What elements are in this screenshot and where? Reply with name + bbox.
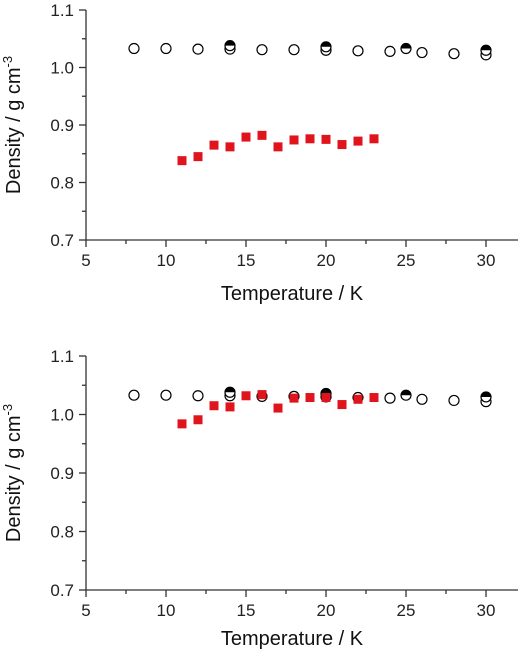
half-filled-circle-point [480, 391, 492, 403]
filled-square-point [369, 393, 379, 403]
x-tick-label: 30 [477, 251, 496, 270]
open-circle-point [448, 394, 460, 407]
x-axis-title: Temperature / K [221, 628, 364, 650]
half-filled-circle-point [320, 41, 332, 53]
y-tick-label: 0.9 [50, 464, 74, 483]
y-axis-title: Density / g cm-3 [0, 56, 25, 194]
filled-square-point [353, 136, 363, 146]
filled-square-point [305, 134, 315, 144]
filled-square-point [177, 156, 187, 166]
filled-square-point [177, 419, 187, 429]
half-circle-fill [401, 43, 411, 49]
half-circle-fill [225, 40, 235, 46]
filled-square-point [337, 140, 347, 150]
filled-square-point [257, 130, 267, 140]
filled-square-point [305, 393, 315, 403]
x-tick-label: 25 [397, 251, 416, 270]
filled-square-point [273, 142, 283, 152]
filled-square-point [209, 401, 219, 411]
y-tick-label: 0.7 [50, 231, 74, 250]
open-circle-point [160, 42, 172, 55]
open-circle-point [160, 389, 172, 401]
y-tick-label: 1.0 [50, 406, 74, 425]
filled-square-point [209, 140, 219, 150]
x-tick-label: 30 [477, 601, 496, 620]
open-circle-point [192, 43, 204, 55]
open-circle-point [448, 48, 460, 60]
half-circle-fill [321, 41, 331, 47]
y-tick-label: 0.7 [50, 581, 74, 600]
open-circle-point [128, 42, 140, 55]
filled-square-point [241, 391, 251, 401]
half-filled-circle-point [400, 42, 412, 55]
y-axis-title-main: Density / g cm [3, 67, 25, 194]
half-filled-circle-point [224, 386, 236, 398]
chart-panel-top: 5 10 15 20 25 30 0.7 0.8 0.9 1.0 1.1 Temperature / … [0, 1, 518, 305]
x-tick-label: 20 [317, 251, 336, 270]
y-tick-label: 0.8 [50, 174, 74, 193]
open-circle-point [416, 393, 428, 405]
x-tick-label: 15 [237, 601, 256, 620]
x-tick-label: 15 [237, 251, 256, 270]
y-tick-label: 1.0 [50, 59, 74, 78]
y-tick-label: 0.8 [50, 523, 74, 542]
filled-square-point [289, 135, 299, 145]
open-circle-point [256, 44, 268, 56]
x-tick-label: 5 [81, 601, 90, 620]
x-tick-label: 20 [317, 601, 336, 620]
y-axis-title-superscript: -3 [0, 56, 15, 68]
y-tick-label: 1.1 [50, 347, 74, 366]
series-filled-square [177, 130, 379, 166]
series-filled-square [177, 390, 379, 429]
x-tick-label: 10 [157, 601, 176, 620]
y-axis-title-superscript: -3 [0, 404, 15, 416]
half-filled-circle-point [480, 44, 492, 56]
filled-square-point [369, 134, 379, 144]
half-circle-fill [481, 45, 491, 51]
half-circle-fill [481, 391, 491, 397]
filled-square-point [273, 403, 283, 413]
open-circle-point [352, 45, 364, 57]
filled-square-point [321, 134, 331, 144]
filled-square-point [241, 132, 251, 142]
series-open-circle [128, 42, 492, 61]
filled-square-point [289, 393, 299, 403]
filled-square-point [193, 415, 203, 425]
chart-panel-bottom: 5 10 15 20 25 30 0.7 0.8 0.9 1.0 1.1 Temperature / … [0, 347, 518, 650]
filled-square-point [193, 152, 203, 162]
half-circle-fill [401, 390, 411, 396]
y-tick-label: 1.1 [50, 1, 74, 20]
filled-square-point [321, 393, 331, 403]
half-circle-fill [225, 387, 235, 393]
x-tick-label: 25 [397, 601, 416, 620]
filled-square-point [337, 400, 347, 410]
open-circle-point [384, 392, 396, 404]
y-axis-title-main: Density / g cm [3, 415, 25, 542]
filled-square-point [225, 402, 235, 412]
filled-square-point [257, 390, 267, 400]
open-circle-point [192, 390, 204, 402]
open-circle-point [384, 45, 396, 58]
open-circle-point [288, 44, 300, 56]
y-tick-label: 0.9 [50, 116, 74, 135]
filled-square-point [225, 142, 235, 152]
half-filled-circle-point [224, 40, 236, 52]
open-circle-point [128, 389, 140, 401]
x-tick-label: 10 [157, 251, 176, 270]
x-tick-label: 5 [81, 251, 90, 270]
open-circle-point [416, 46, 428, 59]
half-filled-circle-point [400, 389, 412, 401]
y-axis-title: Density / g cm-3 [0, 404, 25, 542]
half-circle-fill [321, 388, 331, 394]
x-axis-title: Temperature / K [221, 283, 364, 305]
series-half-filled-circle [224, 40, 492, 56]
filled-square-point [353, 394, 363, 404]
